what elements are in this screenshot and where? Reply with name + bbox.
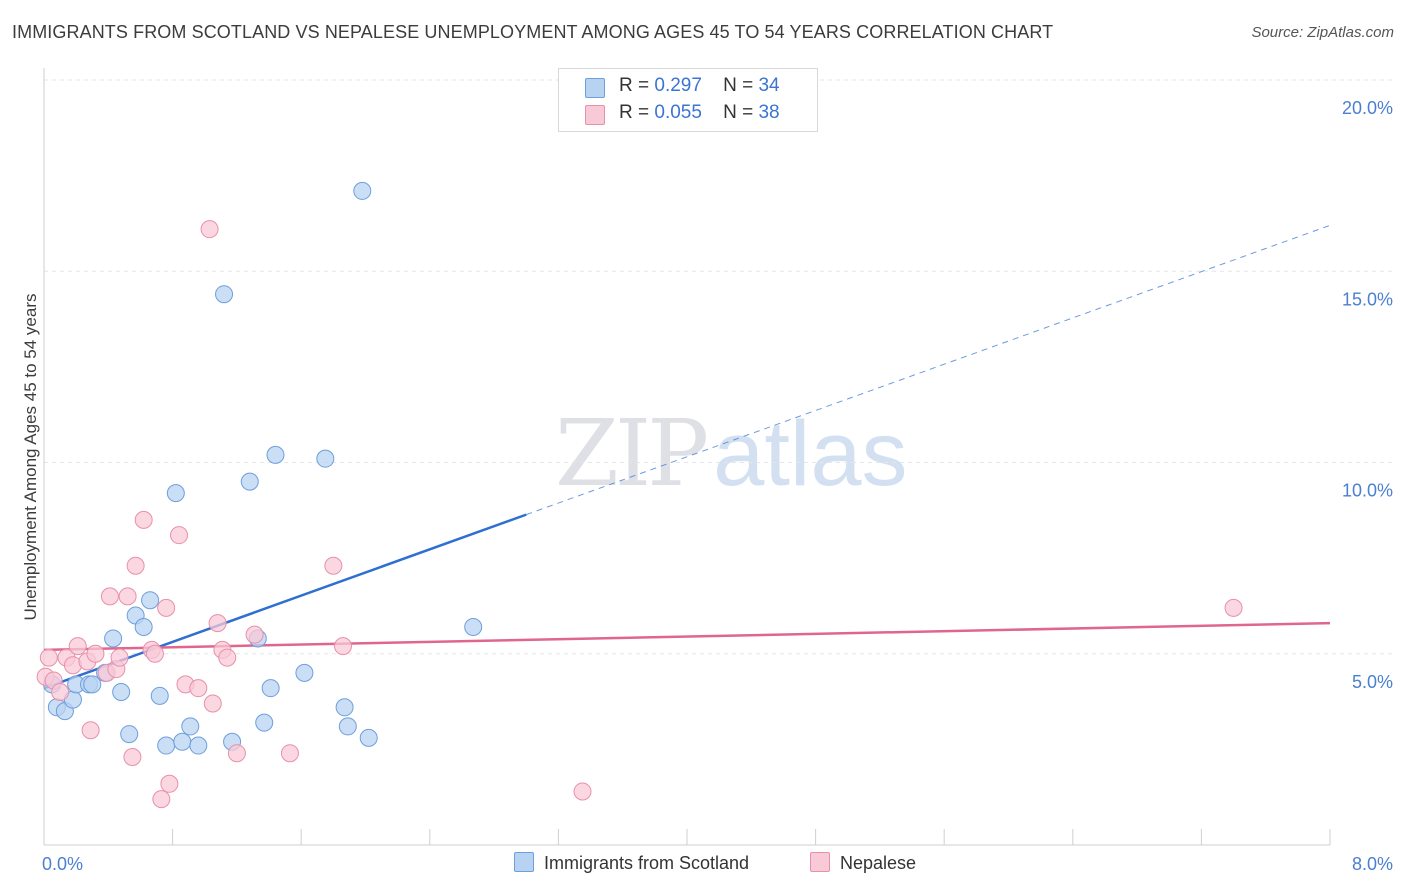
nepalese-point bbox=[218, 648, 237, 667]
scotland-point bbox=[295, 663, 314, 682]
nepalese-point bbox=[324, 556, 343, 575]
axes bbox=[43, 68, 1331, 846]
nepalese-point bbox=[152, 790, 171, 809]
nepalese-point bbox=[126, 556, 145, 575]
scotland-point bbox=[120, 725, 139, 744]
nepalese-point bbox=[118, 587, 137, 606]
scotland-point bbox=[104, 629, 123, 648]
nepalese-point bbox=[573, 782, 592, 801]
nepalese-point bbox=[245, 625, 264, 644]
nepalese-trend-line bbox=[43, 621, 1331, 652]
scotland-r-value: 0.297 bbox=[654, 75, 702, 96]
nepalese-point bbox=[280, 744, 299, 763]
scotland-point bbox=[134, 617, 153, 636]
watermark: ZIPatlas bbox=[555, 400, 908, 507]
nepalese-r-value: 0.055 bbox=[654, 102, 702, 123]
scotland-point bbox=[181, 717, 200, 736]
scotland-n-value: 34 bbox=[758, 75, 780, 96]
nepalese-point bbox=[68, 637, 87, 656]
scotland-n-label: N = bbox=[723, 75, 754, 96]
scotland-swatch bbox=[585, 78, 605, 98]
scotland-point bbox=[83, 675, 102, 694]
y-tick-label: 15.0% bbox=[1342, 289, 1393, 309]
tick-labels: 5.0% 10.0% 15.0% 20.0% 0.0% 8.0% bbox=[42, 98, 1393, 874]
trend-lines bbox=[43, 224, 1331, 690]
bottom-scotland-label: Immigrants from Scotland bbox=[544, 853, 750, 873]
x-tick-label: 0.0% bbox=[42, 854, 83, 874]
watermark-zip: ZIP bbox=[555, 400, 709, 507]
nepalese-point bbox=[145, 644, 164, 663]
nepalese-point bbox=[333, 637, 352, 656]
scotland-trend-extension bbox=[526, 224, 1331, 516]
nepalese-n-value: 38 bbox=[758, 102, 780, 123]
bottom-nepalese-label: Nepalese bbox=[840, 853, 917, 873]
nepalese-n-label: N = bbox=[723, 102, 754, 123]
scotland-point bbox=[157, 736, 176, 755]
scotland-point bbox=[266, 445, 285, 464]
scotland-point bbox=[464, 617, 483, 636]
nepalese-point bbox=[208, 614, 227, 633]
scotland-point bbox=[150, 686, 169, 705]
y-tick-label: 20.0% bbox=[1342, 98, 1393, 118]
chart-title: IMMIGRANTS FROM SCOTLAND VS NEPALESE UNE… bbox=[12, 22, 1054, 42]
nepalese-point bbox=[51, 683, 70, 701]
nepalese-r-label: R = bbox=[619, 102, 650, 123]
scotland-point bbox=[166, 484, 185, 503]
nepalese-point bbox=[86, 644, 105, 663]
nepalese-point bbox=[134, 510, 153, 529]
y-axis-label: Unemployment Among Ages 45 to 54 years bbox=[21, 294, 40, 621]
scotland-point bbox=[316, 449, 335, 468]
stats-legend: R = 0.297 N = 34 R = 0.055 N = 38 bbox=[558, 68, 818, 132]
x-tick-label: 8.0% bbox=[1352, 854, 1393, 874]
data-points bbox=[36, 181, 1243, 809]
nepalese-point bbox=[170, 526, 189, 545]
nepalese-point bbox=[1224, 598, 1243, 617]
bottom-scotland-swatch bbox=[514, 852, 534, 872]
nepalese-point bbox=[110, 648, 129, 667]
scotland-point bbox=[255, 713, 274, 732]
bottom-nepalese-swatch bbox=[810, 852, 830, 872]
bottom-legend-nepalese: Nepalese bbox=[810, 852, 916, 874]
watermark-atlas: atlas bbox=[713, 403, 908, 505]
nepalese-point bbox=[39, 648, 58, 667]
scotland-point bbox=[112, 683, 131, 701]
bottom-legend-scotland: Immigrants from Scotland bbox=[514, 852, 749, 874]
nepalese-point bbox=[100, 587, 119, 606]
scotland-point bbox=[215, 285, 234, 304]
scotland-point bbox=[173, 732, 192, 751]
nepalese-point bbox=[81, 721, 100, 740]
scotland-point bbox=[353, 181, 372, 200]
scotland-point bbox=[335, 698, 354, 717]
scotland-point bbox=[359, 728, 378, 747]
nepalese-point bbox=[189, 679, 208, 698]
scotland-point bbox=[338, 717, 357, 736]
nepalese-point bbox=[123, 748, 142, 767]
source-credit: Source: ZipAtlas.com bbox=[1251, 24, 1394, 41]
scotland-point bbox=[261, 679, 280, 698]
scotland-r-label: R = bbox=[619, 75, 650, 96]
scotland-point bbox=[189, 736, 208, 755]
nepalese-point bbox=[227, 744, 246, 763]
gridlines bbox=[44, 79, 1392, 655]
nepalese-point bbox=[203, 694, 222, 713]
y-tick-label: 5.0% bbox=[1352, 672, 1393, 692]
nepalese-point bbox=[200, 220, 219, 239]
scotland-point bbox=[240, 472, 259, 491]
nepalese-swatch bbox=[585, 105, 605, 125]
nepalese-point bbox=[157, 598, 176, 617]
y-tick-label: 10.0% bbox=[1342, 481, 1393, 501]
nepalese-point bbox=[160, 774, 179, 793]
scotland-point bbox=[141, 591, 160, 610]
